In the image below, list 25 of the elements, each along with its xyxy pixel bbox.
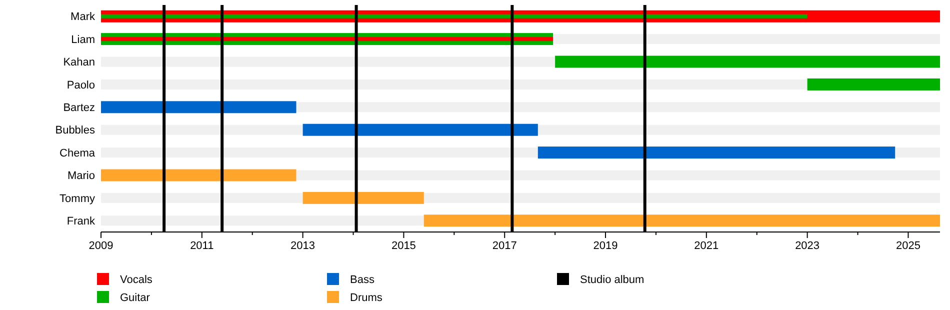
- x-tick-label: 2009: [88, 240, 114, 252]
- y-tick-label: Tommy: [60, 192, 96, 205]
- x-tick-label: 2011: [190, 240, 214, 252]
- legend-label: Guitar: [120, 292, 150, 304]
- legend-label: Bass: [350, 274, 375, 286]
- x-tick-label: 2013: [290, 240, 316, 252]
- y-tick-label: Paolo: [66, 79, 95, 92]
- y-tick-label: Bubbles: [55, 124, 96, 137]
- y-tick-label: Liam: [71, 34, 95, 46]
- legend-label: Studio album: [580, 274, 644, 286]
- legend-label: Drums: [350, 292, 383, 304]
- y-tick-label: Frank: [66, 216, 96, 228]
- y-tick-label: Kahan: [63, 56, 95, 69]
- x-tick-label: 2015: [391, 240, 416, 252]
- y-tick-label: Mario: [67, 170, 95, 182]
- x-tick-label: 2021: [694, 240, 719, 252]
- x-tick-label: 2019: [593, 240, 618, 252]
- bar: [101, 14, 808, 18]
- x-tick-label: 2023: [795, 240, 820, 252]
- x-tick-label: 2017: [492, 240, 517, 252]
- y-tick-label: Mark: [70, 11, 96, 24]
- y-tick-label: Chema: [60, 147, 96, 160]
- legend-label: Vocals: [120, 274, 153, 286]
- x-tick-label: 2025: [896, 240, 920, 252]
- y-tick-label: Bartez: [63, 102, 95, 114]
